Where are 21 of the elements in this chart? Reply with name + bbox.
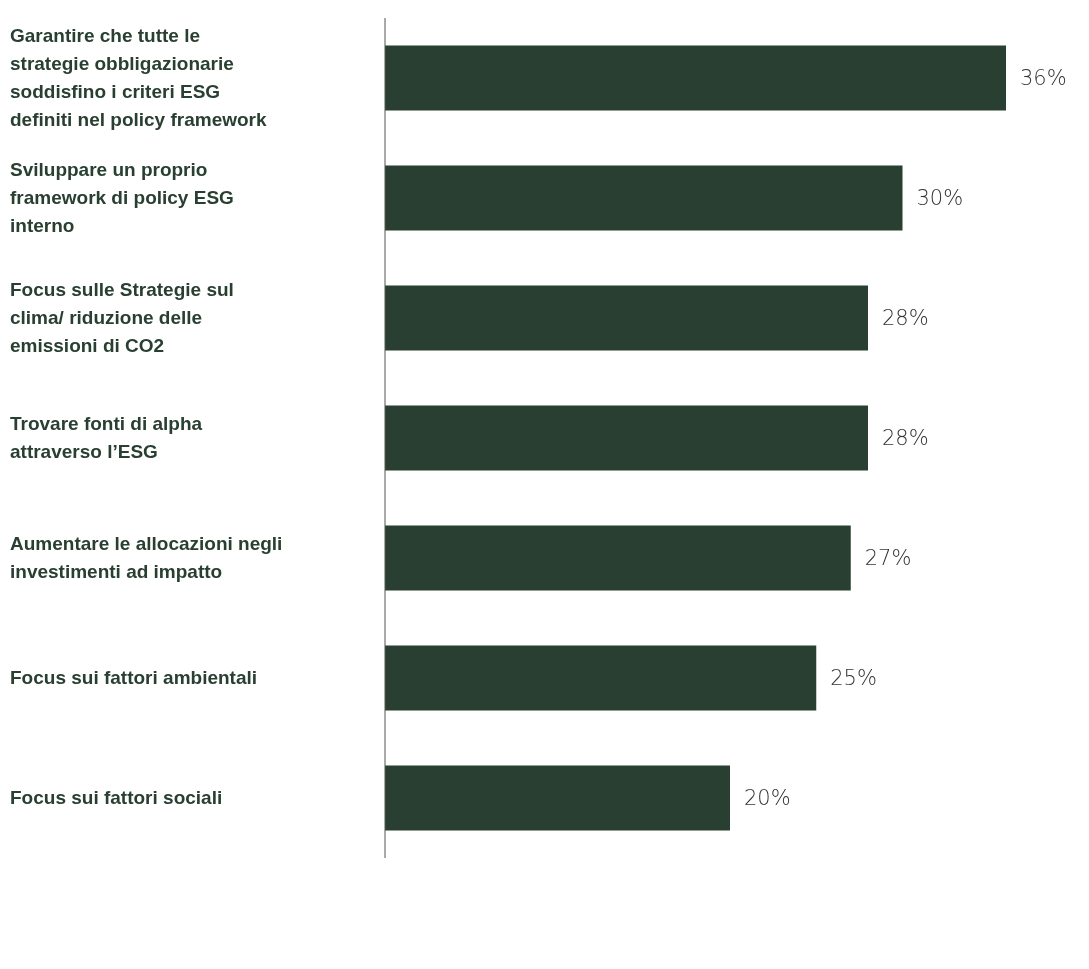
bar — [385, 645, 817, 711]
y-tick-label: Focus sui fattori sociali — [10, 787, 223, 808]
bar — [385, 285, 868, 351]
data-label: 30% — [916, 186, 964, 211]
data-label: 27% — [864, 546, 912, 571]
bar — [385, 165, 903, 231]
y-tick-label: Garantire che tutte le strategie obbligazionarie soddisfino i criteri ESG definiti nel policy framework — [10, 25, 267, 130]
y-tick-label: Sviluppare un proprio framework di policy ESG interno — [10, 159, 234, 236]
data-label: 36% — [1020, 66, 1067, 91]
bar — [385, 765, 730, 831]
data-label: 28% — [882, 306, 929, 331]
bar — [385, 525, 851, 591]
y-tick-label: Focus sui fattori ambientali — [10, 667, 258, 688]
y-tick-label: Aumentare le allocazioni negli investimenti ad impatto — [10, 533, 283, 582]
y-tick-label: Trovare fonti di alpha attraverso l’ESG — [10, 413, 203, 462]
data-label: 28% — [882, 426, 929, 451]
y-tick-label: Focus sulle Strategie sul clima/ riduzione delle emissioni di CO2 — [10, 279, 234, 356]
data-label: 25% — [830, 666, 877, 691]
data-label: 20% — [744, 786, 791, 811]
bar — [385, 405, 868, 471]
bar — [385, 45, 1006, 111]
